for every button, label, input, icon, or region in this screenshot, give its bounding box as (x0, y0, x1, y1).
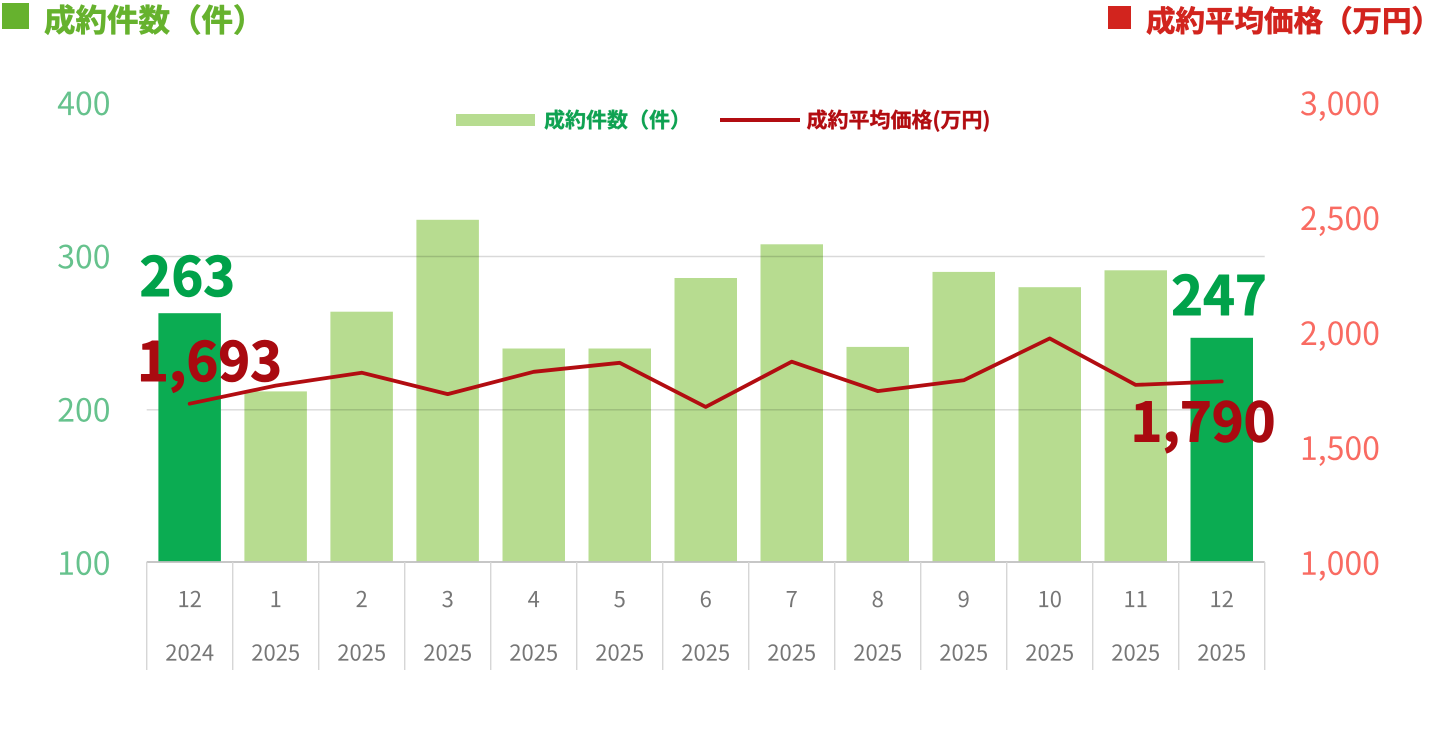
legend-bar-swatch (456, 114, 535, 126)
bar (932, 271, 995, 562)
right-axis-tick-label (1302, 436, 1379, 466)
left-title-square-icon (2, 3, 29, 29)
category-year-label (1112, 644, 1159, 661)
right-axis-tick-label (1301, 321, 1379, 352)
left-axis-tick-label (60, 550, 109, 576)
category-month-label (872, 590, 883, 608)
left-axis-tick-label (58, 244, 109, 269)
bar-highlighted (1190, 337, 1253, 562)
category-month-label (1125, 590, 1147, 608)
category-month-label (1211, 590, 1233, 608)
category-month-label (271, 590, 281, 608)
left-axis-tick-label (58, 397, 109, 422)
right-axis-tick-label (1302, 550, 1379, 581)
category-year-label (940, 644, 987, 661)
bar-highlighted (158, 313, 221, 562)
bar (244, 391, 307, 562)
bar (588, 348, 651, 562)
left-axis-tick-label (57, 91, 109, 116)
category-month-label (786, 590, 797, 608)
category-month-label (356, 590, 367, 608)
category-month-label (700, 590, 711, 608)
category-year-label (338, 644, 385, 661)
category-month-label (528, 590, 540, 608)
bar (1104, 270, 1167, 562)
category-year-label (768, 644, 815, 661)
category-month-label (442, 590, 453, 608)
category-year-label (166, 644, 214, 661)
category-year-label (596, 644, 643, 661)
bar (760, 244, 823, 563)
bar (502, 348, 565, 562)
bar (416, 219, 479, 563)
category-year-label (1198, 644, 1245, 661)
bar (330, 311, 393, 562)
right-axis-tick-label (1301, 206, 1379, 237)
category-month-label (179, 590, 201, 608)
line-series (187, 336, 1224, 409)
legend-line-swatch (720, 118, 800, 122)
category-month-label (958, 590, 969, 608)
bar (846, 346, 909, 562)
category-month-label (1039, 590, 1061, 608)
category-month-label (614, 590, 625, 608)
category-year-label (510, 644, 557, 661)
category-year-label (854, 644, 901, 661)
category-year-label (682, 644, 729, 661)
bar (1018, 287, 1081, 562)
right-title-square-icon (1108, 6, 1131, 29)
category-year-label (252, 644, 299, 661)
category-year-label (424, 644, 471, 661)
right-axis-tick-label (1300, 91, 1379, 122)
category-year-label (1026, 644, 1073, 661)
bar (674, 278, 737, 562)
